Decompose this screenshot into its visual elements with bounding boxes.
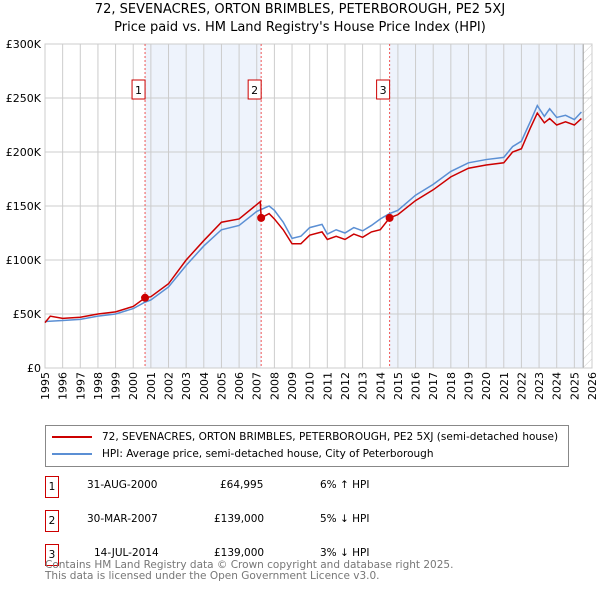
footer-copyright: Contains HM Land Registry data © Crown c… [45, 559, 454, 571]
x-tick-label: 2022 [515, 372, 528, 400]
sale-date: 30-MAR-2007 [87, 513, 158, 525]
x-tick-label: 2007 [251, 372, 264, 400]
y-tick-label: £0 [27, 362, 41, 375]
sale-hpi: 6% ↑ HPI [320, 479, 370, 491]
x-tick-label: 2013 [357, 372, 370, 400]
x-tick-label: 2006 [233, 372, 246, 400]
x-tick-label: 2023 [533, 372, 546, 400]
sale-price: £139,000 [214, 547, 265, 559]
sale-price: £139,000 [214, 513, 265, 525]
sale-point [141, 293, 150, 302]
series-line-property [44, 111, 582, 324]
x-tick-label: 2011 [321, 372, 334, 400]
x-tick-label: 2000 [127, 372, 140, 400]
sale-badge: 3 [45, 544, 59, 566]
x-tick-label: 2002 [163, 372, 176, 400]
plot-area: 1995 1996 1997 1998 1999 2000 2001 2002 2003 2004… [6, 38, 599, 400]
legend-label-hpi: HPI: Average price, semi-detached house,… [102, 448, 434, 460]
sale-point [385, 213, 394, 222]
legend: 72, SEVENACRES, ORTON BRIMBLES, PETERBOR… [45, 425, 569, 467]
x-tick-label: 2009 [286, 372, 299, 400]
x-tick-label: 2020 [480, 372, 493, 400]
chart-title: 72, SEVENACRES, ORTON BRIMBLES, PETERBOR… [94, 2, 506, 17]
sale-date: 31-AUG-2000 [87, 479, 158, 491]
x-tick-label: 1995 [39, 372, 52, 400]
x-tick-label: 2018 [445, 372, 458, 400]
x-tick-label: 2014 [374, 372, 387, 400]
sale-point [257, 213, 266, 222]
x-tick-label: 1996 [57, 372, 70, 400]
sale-label: 1 [135, 84, 142, 97]
legend-swatch-property [52, 436, 92, 438]
x-tick-label: 2001 [145, 372, 158, 400]
x-tick-label: 2003 [180, 372, 193, 400]
x-tick-label: 2019 [462, 372, 475, 400]
x-tick-label: 2015 [392, 372, 405, 400]
plot-border [44, 43, 593, 369]
sale-hpi: 3% ↓ HPI [320, 547, 370, 559]
sale-price: £64,995 [220, 479, 264, 491]
x-tick-label: 2024 [551, 372, 564, 400]
x-tick-label: 2026 [586, 372, 599, 400]
x-tick-label: 2004 [198, 372, 211, 400]
x-tick-label: 2025 [568, 372, 581, 400]
y-tick-label: £150K [6, 200, 42, 213]
series-line-hpi [44, 103, 582, 323]
y-tick-label: £200K [6, 146, 42, 159]
y-tick-label: £50K [13, 308, 42, 321]
y-tick-label: £100K [6, 254, 42, 267]
sale-label: 2 [251, 84, 258, 97]
y-tick-label: £250K [6, 92, 42, 105]
sale-label: 3 [380, 84, 387, 97]
x-tick-label: 2008 [268, 372, 281, 400]
x-tick-label: 2010 [304, 372, 317, 400]
sale-date: 14-JUL-2014 [94, 547, 159, 559]
sale-label-box [376, 79, 391, 100]
sale-badge: 2 [45, 510, 59, 532]
x-tick-label: 1999 [110, 372, 123, 400]
chart-subtitle: Price paid vs. HM Land Registry's House … [114, 20, 486, 35]
sale-label-box [131, 79, 146, 100]
legend-label-property: 72, SEVENACRES, ORTON BRIMBLES, PETERBOR… [102, 431, 559, 443]
x-tick-label: 1997 [74, 372, 87, 400]
legend-swatch-hpi [52, 453, 92, 455]
x-tick-label: 2005 [215, 372, 228, 400]
sale-row: 3 14-JUL-2014 £139,000 3% ↓ HPI [45, 544, 445, 566]
x-tick-label: 2017 [427, 372, 440, 400]
x-tick-label: 2021 [498, 372, 511, 400]
sale-badge: 1 [45, 476, 59, 498]
y-tick-label: £300K [6, 38, 42, 51]
sale-row: 1 31-AUG-2000 £64,995 6% ↑ HPI [45, 476, 445, 498]
x-tick-label: 2016 [410, 372, 423, 400]
footer-licence: This data is licensed under the Open Gov… [45, 570, 380, 582]
sale-hpi: 5% ↓ HPI [320, 513, 370, 525]
x-tick-label: 1998 [92, 372, 105, 400]
sale-label-box [247, 79, 262, 100]
x-tick-label: 2012 [339, 372, 352, 400]
sale-row: 2 30-MAR-2007 £139,000 5% ↓ HPI [45, 510, 445, 532]
